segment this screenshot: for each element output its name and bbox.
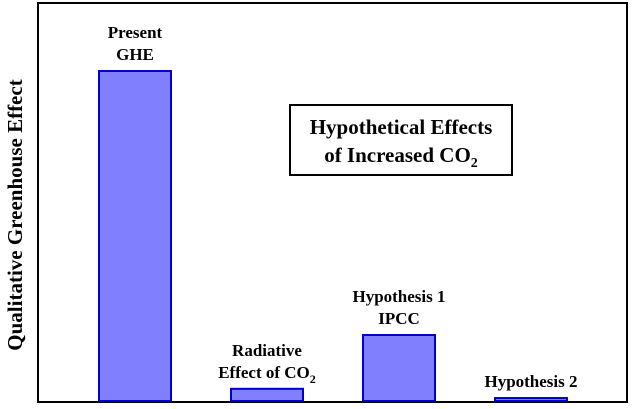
annotation-box: Hypothetical Effects of Increased CO2 [289,104,513,176]
bars-group [98,70,568,403]
annotation-line: of Increased CO2 [324,143,478,171]
bar-label: Effect of CO2 [218,363,316,386]
annotation-line: Hypothetical Effects [310,115,493,139]
subscript: 2 [310,372,316,386]
subscript: 2 [471,156,478,171]
bar-label: Hypothesis 2 [484,372,577,391]
bar [494,397,568,402]
annotation-text: Hypothetical Effects of Increased CO2 [310,115,493,171]
bar [230,387,304,403]
bar-labels-group: Present GHE Radiative Effect of CO2 Hypothes… [108,23,578,391]
bar-label: Present [108,23,163,42]
y-axis-label: Qualitative Greenhouse Effect [3,79,27,350]
bar-label: Hypothesis 1 [352,287,445,306]
bar-label: Radiative [232,341,302,360]
bar-label: IPCC [378,309,420,328]
bar-label: GHE [116,45,154,64]
plot-frame [37,2,628,403]
annotation-frame [289,104,513,176]
bar [362,334,436,402]
bar [98,70,172,402]
